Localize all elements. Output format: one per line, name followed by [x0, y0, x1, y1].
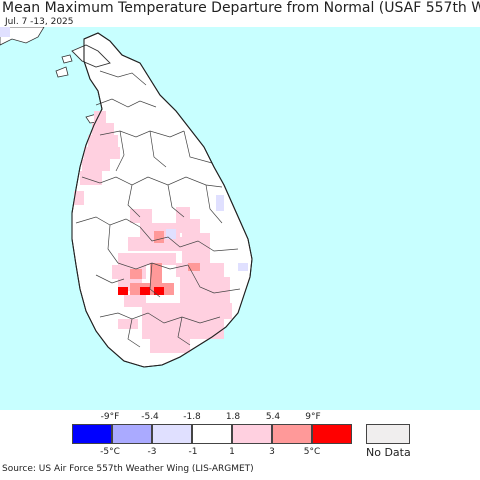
- island-small-2: [55, 66, 69, 78]
- legend-f-label: -1.8: [183, 412, 201, 422]
- sri-lanka-coast: [71, 32, 253, 368]
- source-credit: Source: US Air Force 557th Weather Wing …: [2, 464, 254, 474]
- legend-c-label: -3: [147, 447, 157, 457]
- warm-cells-medium: [130, 231, 200, 295]
- legend-c-label: 3: [269, 447, 275, 457]
- legend-f-label: -5.4: [141, 412, 159, 422]
- date-range: Jul. 7 -13, 2025: [5, 17, 74, 27]
- legend-swatch-slight-cold: [152, 424, 192, 444]
- legend-c-label: -5°C: [100, 447, 120, 457]
- warm-cells-light: [74, 111, 232, 353]
- legend-swatch-slight-warm: [232, 424, 272, 444]
- legend-c-label: 5°C: [303, 447, 321, 457]
- legend-swatch-neutral: [192, 424, 232, 444]
- district-boundaries: [75, 70, 241, 348]
- warm-cells-strong: [118, 287, 164, 295]
- legend-swatch-strong-warm: [312, 424, 352, 444]
- legend-swatch-strong-cold: [72, 424, 112, 444]
- cool-cells: [166, 195, 248, 271]
- legend-c-label: 1: [229, 447, 235, 457]
- legend-c-label: -1: [188, 447, 198, 457]
- color-legend: -9°F -5.4 -1.8 1.8 5.4 9°F -5°C -3 -1 1 …: [0, 410, 480, 462]
- island-small-1: [61, 54, 73, 64]
- legend-no-data-label: No Data: [366, 446, 411, 459]
- legend-f-label: 5.4: [265, 412, 281, 422]
- map-title: Mean Maximum Temperature Departure from …: [2, 0, 480, 16]
- legend-f-label: -9°F: [100, 412, 120, 422]
- legend-swatch-cold: [112, 424, 152, 444]
- legend-f-label: 9°F: [305, 412, 321, 422]
- india-coast: [0, 27, 45, 46]
- corner-cell: [0, 27, 10, 37]
- legend-swatch-no-data: [366, 424, 410, 444]
- legend-f-label: 1.8: [225, 412, 241, 422]
- temperature-map: [0, 27, 480, 410]
- legend-swatch-warm: [272, 424, 312, 444]
- jaffna-peninsula: [71, 44, 111, 68]
